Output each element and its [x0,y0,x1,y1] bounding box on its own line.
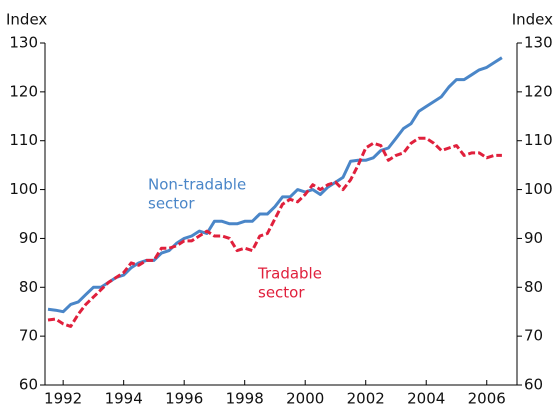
annotation: sector [258,284,305,302]
series-line [47,56,503,314]
y-axis-label: Index [6,11,47,29]
y2-tick-label: 90 [524,229,543,247]
y2-tick-label: 110 [524,131,553,149]
x-tick-label: 2002 [347,390,385,408]
x-tick-label: 1996 [165,390,203,408]
y-tick-label: 130 [9,34,38,52]
x-tick-label: 1992 [44,390,82,408]
y-tick-label: 70 [19,327,38,345]
y2-tick-label: 60 [524,376,543,394]
y2-tick-label: 130 [524,34,553,52]
y-tick-label: 90 [19,229,38,247]
x-tick-label: 1994 [105,390,143,408]
x-tick-label: 2006 [468,390,506,408]
y2-tick-label: 100 [524,180,553,198]
y-tick-label: 80 [19,278,38,296]
y2-axis-label: Index [512,11,553,29]
annotation: sector [148,195,195,213]
y2-tick-label: 120 [524,82,553,100]
y-tick-label: 60 [19,376,38,394]
x-tick-label: 2000 [286,390,324,408]
x-tick-label: 2004 [407,390,445,408]
series-line [47,136,502,328]
y-tick-label: 100 [9,180,38,198]
y2-tick-label: 70 [524,327,543,345]
x-tick-label: 1998 [226,390,264,408]
annotation: Non-tradable [148,176,246,194]
annotation: Tradable [257,265,322,283]
y2-tick-label: 80 [524,278,543,296]
y-tick-label: 110 [9,131,38,149]
y-tick-label: 120 [9,82,38,100]
